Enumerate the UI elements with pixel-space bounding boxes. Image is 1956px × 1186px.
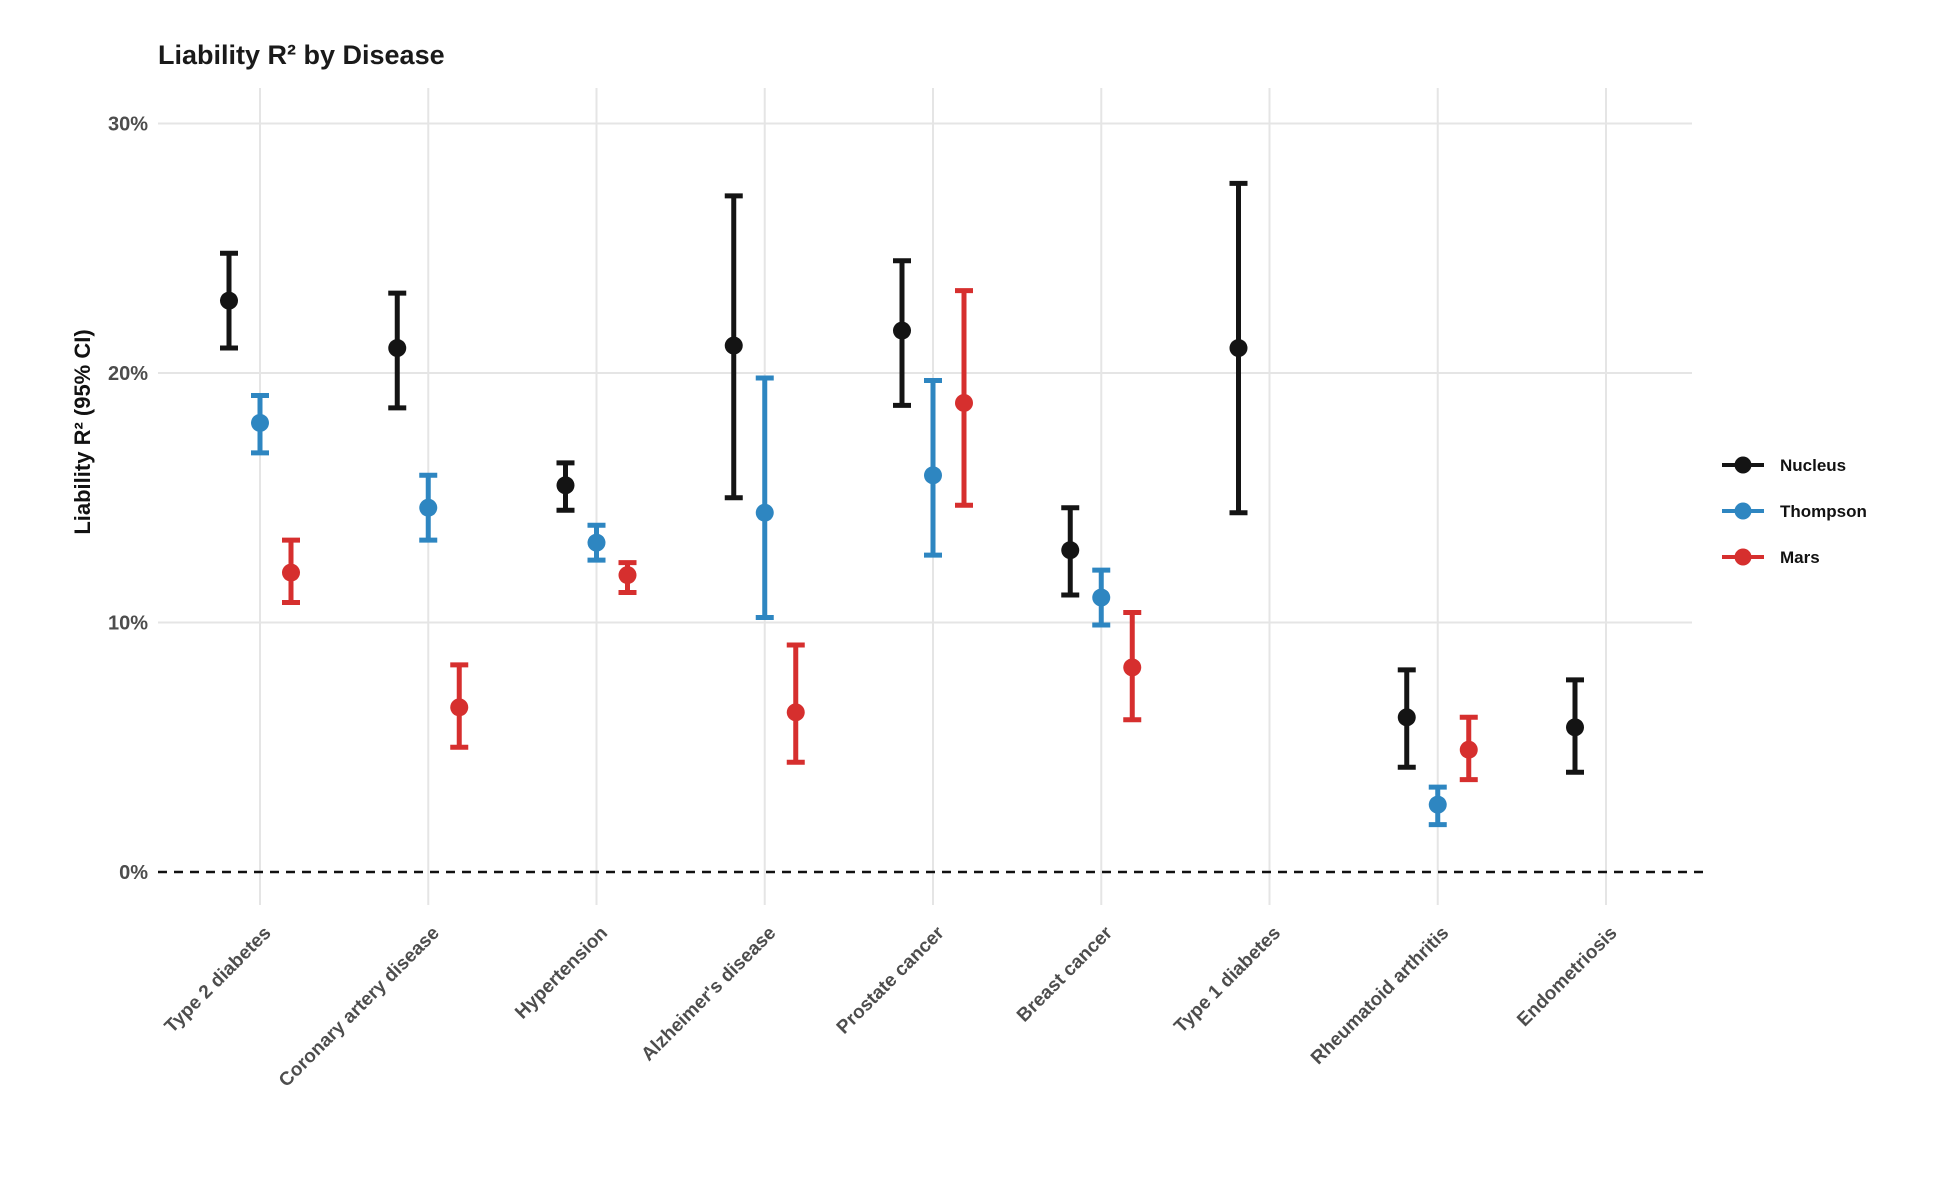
point-marker [724,336,743,355]
legend-marker [1734,548,1752,566]
point-marker [1428,795,1447,814]
errorbar-nucleus-hypertension [556,460,575,513]
y-tick-label: 0% [119,862,148,884]
errorbar-mars-type-2-diabetes [282,537,300,606]
legend-label: Nucleus [1780,456,1846,475]
legend: Nucleus Thompson Mars [1722,456,1867,567]
errorbar-nucleus-endometriosis [1566,677,1584,775]
errorbar-mars-rheumatoid-arthritis [1459,714,1478,783]
errorbar-nucleus-breast-cancer [1061,505,1080,598]
errorbar-mars-coronary-artery-disease [450,662,469,750]
point-marker [1397,708,1416,727]
legend-item-nucleus: Nucleus [1722,456,1846,475]
y-axis-label: Liability R² (95% CI) [70,329,95,534]
x-category-labels: Type 2 diabetes Coronary artery disease Hy… [161,922,1622,1091]
errorbar-mars-alzheimer-s-disease [786,642,805,765]
legend-label: Mars [1780,548,1820,567]
x-category-label-type-1-diabetes: Type 1 diabetes [1170,923,1285,1038]
y-tick-labels: 30% 20% 10% 0% [108,114,148,885]
errorbar-mars-prostate-cancer [955,288,973,508]
point-marker [924,466,942,485]
errorbar-nucleus-type-2-diabetes [220,250,238,351]
x-category-label-alzheimer-s-disease: Alzheimer's disease [638,923,781,1066]
errorbar-nucleus-alzheimer-s-disease [724,193,743,501]
point-marker [587,533,606,552]
y-tick-label: 20% [108,363,148,385]
y-tick-label: 30% [108,114,148,136]
errorbar-thompson-coronary-artery-disease [419,472,438,543]
errorbar-mars-breast-cancer [1123,610,1142,723]
point-marker [1061,541,1080,560]
point-marker [556,476,575,495]
point-marker [955,393,973,412]
legend-marker [1734,502,1752,520]
point-marker [220,291,238,310]
point-marker [251,413,269,432]
y-tick-label: 10% [108,613,148,635]
errorbar-mars-hypertension [618,560,637,596]
point-marker [388,339,407,358]
point-marker [450,698,469,717]
point-marker [1566,718,1584,737]
point-marker [618,566,637,585]
x-category-label-prostate-cancer: Prostate cancer [833,922,949,1038]
point-marker [893,321,911,340]
point-marker [786,703,805,722]
point-marker [1092,588,1111,607]
gridlines [158,88,1692,905]
legend-item-thompson: Thompson [1722,502,1867,521]
errorbar-thompson-type-2-diabetes [251,392,269,456]
chart-title: Liability R² by Disease [158,40,445,70]
x-category-label-rheumatoid-arthritis: Rheumatoid arthritis [1307,923,1453,1069]
x-category-label-endometriosis: Endometriosis [1513,923,1621,1031]
point-marker [755,503,774,522]
legend-label: Thompson [1780,502,1867,521]
x-category-label-hypertension: Hypertension [511,923,612,1024]
errorbar-thompson-hypertension [587,522,606,563]
errorbar-thompson-rheumatoid-arthritis [1428,784,1447,828]
legend-item-mars: Mars [1722,548,1820,567]
errorbar-nucleus-type-1-diabetes [1229,180,1248,516]
errorbar-thompson-breast-cancer [1092,567,1111,628]
x-category-label-breast-cancer: Breast cancer [1013,922,1117,1026]
point-marker [1123,658,1142,677]
x-category-label-type-2-diabetes: Type 2 diabetes [161,923,276,1038]
legend-marker [1734,456,1752,474]
errorbar-nucleus-rheumatoid-arthritis [1397,667,1416,770]
point-marker [419,498,438,517]
errorbar-nucleus-coronary-artery-disease [388,290,407,411]
point-marker [282,563,300,582]
point-marker [1459,740,1478,759]
data-series [220,180,1584,828]
errorbar-nucleus-prostate-cancer [893,258,911,408]
x-category-label-coronary-artery-disease: Coronary artery disease [275,923,444,1092]
errorbar-thompson-alzheimer-s-disease [755,375,774,621]
point-marker [1229,339,1248,358]
errorbar-thompson-prostate-cancer [924,377,942,558]
